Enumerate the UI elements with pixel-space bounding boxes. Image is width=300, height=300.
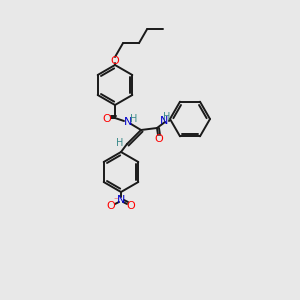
Text: H: H [163,112,171,122]
Text: O: O [127,201,135,211]
Text: H: H [116,138,124,148]
Text: N: N [117,195,125,205]
Text: N: N [160,116,168,126]
Text: O: O [106,201,116,211]
Text: N: N [124,117,132,127]
Text: O: O [154,134,164,144]
Text: O: O [103,114,111,124]
Text: H: H [130,114,138,124]
Text: O: O [111,56,119,66]
Text: ⁻: ⁻ [114,196,118,205]
